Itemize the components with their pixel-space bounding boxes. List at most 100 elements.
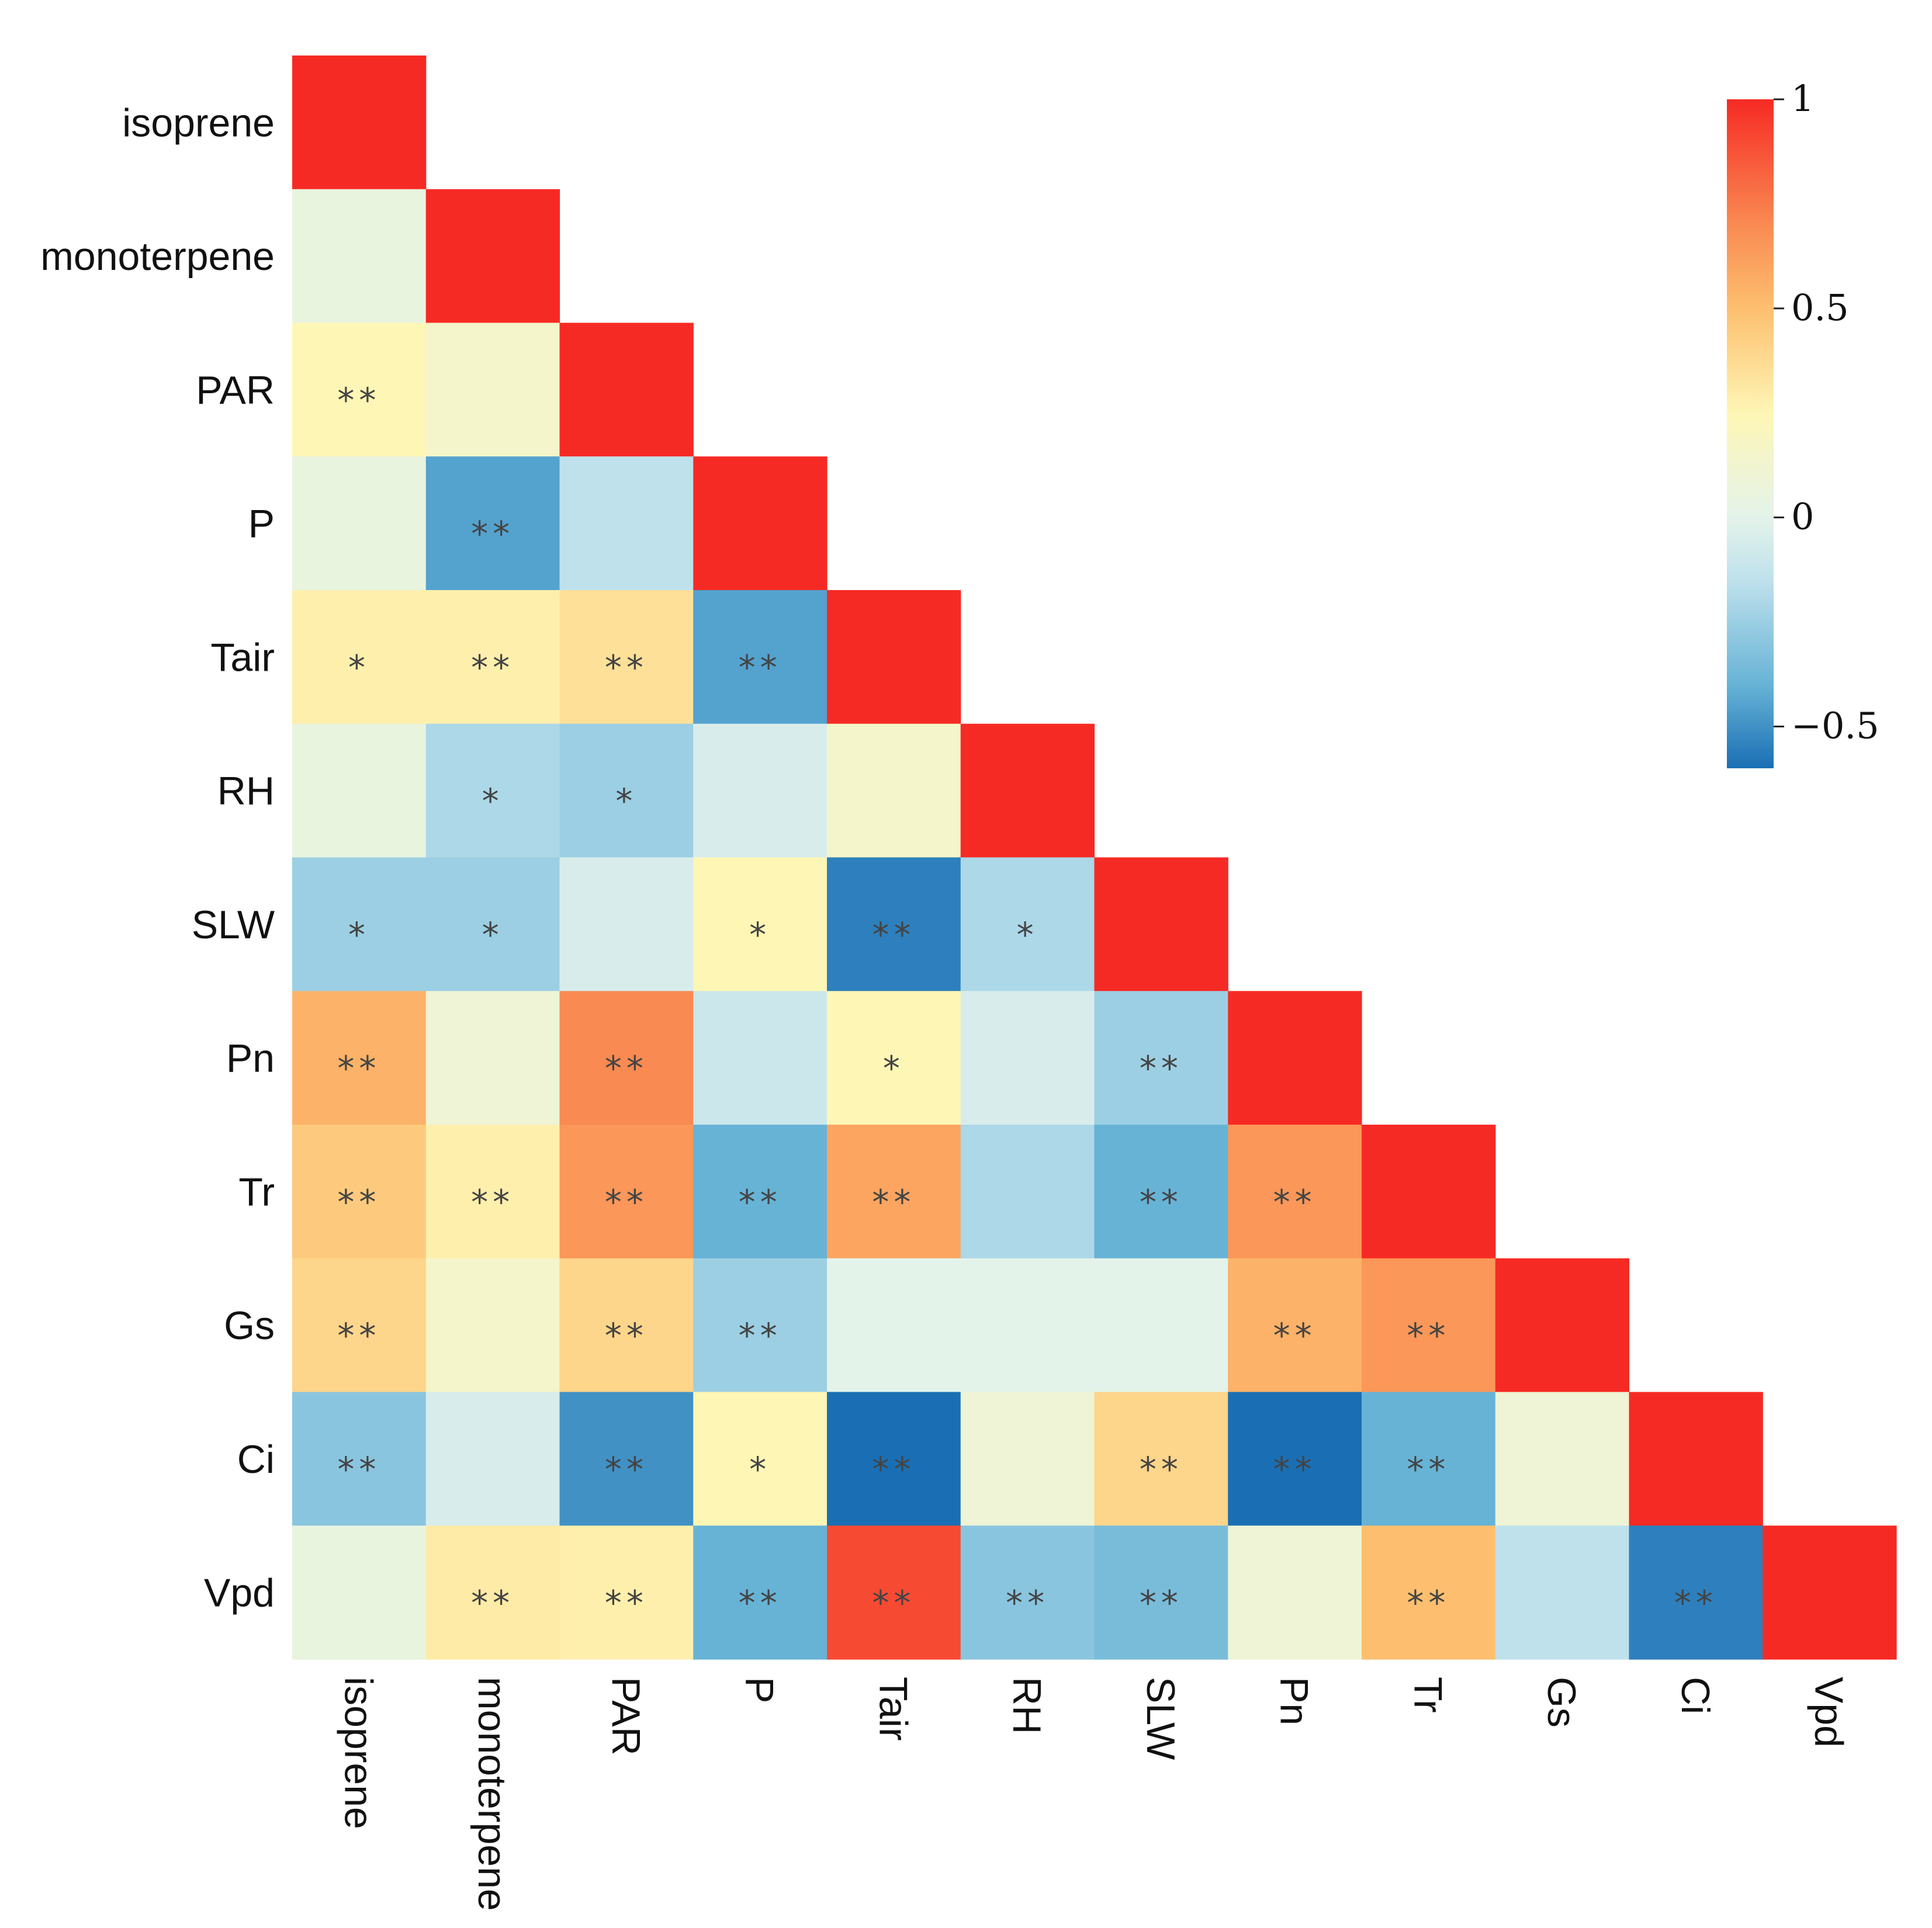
heatmap-cell-Tair-PAR xyxy=(559,590,694,724)
column-label-SLW: SLW xyxy=(1138,1677,1183,1760)
column-label-Tr: Tr xyxy=(1405,1677,1450,1713)
heatmap-cell-Ci-Ci xyxy=(1629,1392,1763,1526)
heatmap-cell-SLW-isoprene xyxy=(292,857,427,991)
column-label-Tair: Tair xyxy=(871,1677,915,1741)
significance-Vpd-Tair: ** xyxy=(872,1583,915,1623)
significance-SLW-Tair: ** xyxy=(872,915,915,955)
column-label-monoterpene: monoterpene xyxy=(470,1677,514,1911)
heatmap-cell-Pn-Tair xyxy=(827,991,961,1125)
heatmap-cell-Ci-Tair xyxy=(827,1392,961,1526)
heatmap-cell-P-isoprene xyxy=(292,456,427,591)
column-label-P: P xyxy=(738,1677,782,1703)
heatmap-cell-Tr-RH xyxy=(960,1125,1095,1259)
row-label-Gs: Gs xyxy=(224,1303,275,1348)
heatmap-cell-SLW-PAR xyxy=(559,857,694,991)
significance-Tr-PAR: ** xyxy=(605,1182,648,1222)
heatmap-cell-Ci-RH xyxy=(960,1392,1095,1526)
heatmap-cell-Tair-Tair xyxy=(827,590,961,724)
heatmap-cell-Pn-Pn xyxy=(1228,991,1362,1125)
column-label-Ci: Ci xyxy=(1673,1677,1718,1714)
heatmap-cell-Vpd-Tair xyxy=(827,1525,961,1660)
heatmap-cell-SLW-P xyxy=(693,857,827,991)
row-label-Tair: Tair xyxy=(210,635,275,679)
heatmap-cell-Ci-Tr xyxy=(1362,1392,1496,1526)
heatmap-cell-Tr-PAR xyxy=(559,1125,694,1259)
significance-Tr-P: ** xyxy=(739,1182,782,1222)
row-label-Pn: Pn xyxy=(226,1036,275,1081)
heatmap-cell-RH-P xyxy=(693,723,827,858)
colorbar-tick-label: −0.5 xyxy=(1791,704,1879,747)
column-label-Vpd: Vpd xyxy=(1807,1677,1851,1747)
significance-SLW-isoprene: * xyxy=(348,915,370,955)
heatmap-cell-P-PAR xyxy=(559,456,694,591)
heatmap-cell-Vpd-RH xyxy=(960,1525,1095,1660)
heatmap-cell-Vpd-isoprene xyxy=(292,1525,427,1660)
significance-SLW-RH: * xyxy=(1017,915,1038,955)
heatmap-cell-Vpd-monoterpene xyxy=(425,1525,560,1660)
heatmap-cell-Pn-monoterpene xyxy=(425,991,560,1125)
heatmap-cell-RH-PAR xyxy=(559,723,694,858)
significance-Ci-Tair: ** xyxy=(872,1450,915,1489)
colorbar-tick-label: 1 xyxy=(1791,77,1814,120)
significance-Gs-Tr: ** xyxy=(1407,1316,1450,1355)
heatmap-cell-RH-monoterpene xyxy=(425,723,560,858)
heatmap-cell-P-monoterpene xyxy=(425,456,560,591)
heatmap-cell-PAR-PAR xyxy=(559,323,694,457)
heatmap-cell-Tr-Tr xyxy=(1362,1125,1496,1259)
heatmap-cell-Pn-P xyxy=(693,991,827,1125)
heatmap-cell-Vpd-Tr xyxy=(1362,1525,1496,1660)
significance-Gs-Pn: ** xyxy=(1273,1316,1317,1355)
significance-Ci-Tr: ** xyxy=(1407,1450,1450,1489)
row-label-Ci: Ci xyxy=(237,1437,275,1482)
significance-Tair-PAR: ** xyxy=(605,647,648,687)
heatmap-cell-SLW-Tair xyxy=(827,857,961,991)
significance-Tr-SLW: ** xyxy=(1140,1182,1183,1222)
significance-Vpd-monoterpene: ** xyxy=(471,1583,514,1623)
significance-Vpd-PAR: ** xyxy=(605,1583,648,1623)
heatmap-cell-monoterpene-isoprene xyxy=(292,189,427,324)
colorbar-gradient xyxy=(1727,99,1774,768)
significance-P-monoterpene: ** xyxy=(471,514,514,554)
heatmap-cell-Gs-Tair xyxy=(827,1258,961,1393)
significance-SLW-monoterpene: * xyxy=(482,915,504,955)
heatmap-cells xyxy=(292,56,1897,1660)
significance-Gs-P: ** xyxy=(739,1316,782,1355)
heatmap-cell-Vpd-Vpd xyxy=(1763,1525,1897,1660)
column-labels: isoprene monoterpene PAR P Tair RH SLW Pn Tr Gs Ci… xyxy=(336,1677,1851,1911)
significance-markers: ***** ** ** *** ** * * ** *** ** * **** ** ** ** ** ** **… xyxy=(337,380,1713,1623)
heatmap-cell-Gs-SLW xyxy=(1094,1258,1228,1393)
heatmap-cell-isoprene-isoprene xyxy=(292,56,427,190)
row-label-Vpd: Vpd xyxy=(204,1571,275,1615)
heatmap-cell-Gs-Tr xyxy=(1362,1258,1496,1393)
heatmap-cell-Tr-P xyxy=(693,1125,827,1259)
row-labels: isoprene monoterpene PAR P Tair RH SLW Pn Tr Gs Ci… xyxy=(40,100,275,1615)
heatmap-cell-SLW-SLW xyxy=(1094,857,1228,991)
heatmap-cell-Gs-P xyxy=(693,1258,827,1393)
heatmap-cell-Tr-Pn xyxy=(1228,1125,1362,1259)
heatmap-cell-PAR-isoprene xyxy=(292,323,427,457)
heatmap-cell-Vpd-Pn xyxy=(1228,1525,1362,1660)
heatmap-cell-Ci-P xyxy=(693,1392,827,1526)
row-label-PAR: PAR xyxy=(196,368,275,412)
significance-Tr-isoprene: ** xyxy=(337,1182,380,1222)
heatmap-cell-Ci-monoterpene xyxy=(425,1392,560,1526)
significance-Gs-isoprene: ** xyxy=(337,1316,380,1355)
heatmap-cell-Ci-Gs xyxy=(1495,1392,1630,1526)
row-label-Tr: Tr xyxy=(238,1170,275,1214)
significance-SLW-P: * xyxy=(749,915,771,955)
significance-Tr-monoterpene: ** xyxy=(471,1182,514,1222)
significance-Vpd-Tr: ** xyxy=(1407,1583,1450,1623)
heatmap-cell-Tair-isoprene xyxy=(292,590,427,724)
colorbar-tick-label: 0.5 xyxy=(1791,286,1849,329)
significance-Tair-isoprene: * xyxy=(348,647,370,687)
heatmap-cell-Tr-isoprene xyxy=(292,1125,427,1259)
heatmap-cell-RH-isoprene xyxy=(292,723,427,858)
colorbar: 1 0.5 0 −0.5 xyxy=(1727,77,1879,768)
heatmap-cell-Pn-SLW xyxy=(1094,991,1228,1125)
column-label-PAR: PAR xyxy=(604,1677,648,1756)
significance-Vpd-RH: ** xyxy=(1006,1583,1049,1623)
significance-Ci-P: * xyxy=(749,1450,771,1489)
significance-Ci-PAR: ** xyxy=(605,1450,648,1489)
heatmap-cell-Gs-RH xyxy=(960,1258,1095,1393)
